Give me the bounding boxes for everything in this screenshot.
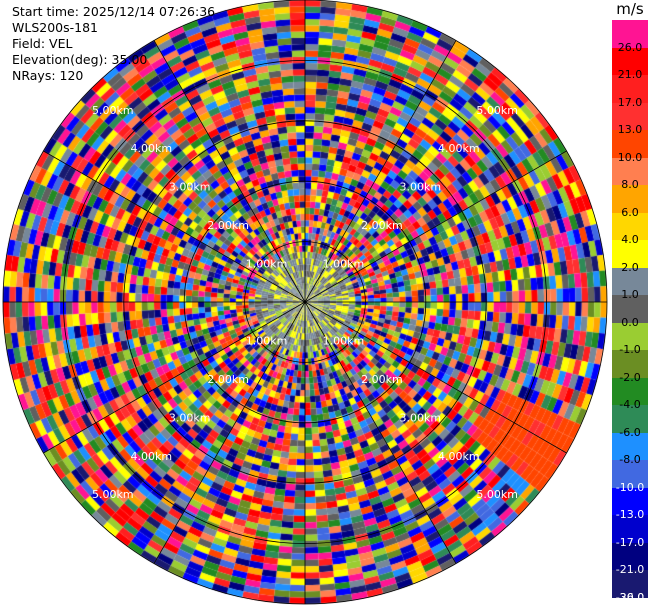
range-ring-label: 3.00km — [169, 411, 211, 424]
range-ring-label: 1.00km — [246, 258, 288, 271]
colorbar-segment — [612, 350, 648, 379]
range-ring-label: 1.00km — [323, 258, 365, 271]
colorbar-tick-label: -30.0 — [615, 591, 645, 604]
range-ring-label: 5.00km — [92, 104, 134, 117]
colorbar-unit: m/s — [616, 0, 644, 18]
azimuth-spoke — [153, 40, 306, 303]
range-ring-label: 1.00km — [246, 334, 288, 347]
range-ring — [244, 241, 366, 363]
colorbar-tick-label: -10.0 — [615, 480, 645, 494]
colorbar-segment — [612, 47, 648, 76]
colorbar-tick-label: -13.0 — [615, 508, 645, 522]
colorbar-tick-label: -1.0 — [619, 343, 641, 357]
colorbar-tick-label: 17.0 — [617, 95, 643, 109]
range-ring-label: 4.00km — [438, 142, 480, 155]
colorbar-segment — [612, 130, 648, 159]
azimuth-spoke — [304, 40, 457, 303]
azimuth-spoke — [304, 150, 567, 303]
colorbar-tick-label: 10.0 — [617, 150, 643, 164]
range-ring-label: 2.00km — [207, 373, 249, 386]
colorbar-tick-label: -6.0 — [619, 425, 641, 439]
colorbar-tick-label: 6.0 — [621, 205, 639, 219]
colorbar-tick-label: -2.0 — [619, 370, 641, 384]
colorbar-tick-label: 2.0 — [621, 260, 639, 274]
range-ring-label: 3.00km — [400, 181, 442, 194]
azimuth-spoke — [304, 301, 457, 564]
colorbar-tick-label: 4.0 — [621, 233, 639, 247]
azimuth-spoke — [43, 301, 306, 454]
colorbar-segment — [612, 542, 648, 571]
azimuth-spoke — [153, 301, 306, 564]
colorbar-tick-label: -17.0 — [615, 535, 645, 549]
colorbar-tick-label: -8.0 — [619, 453, 641, 467]
colorbar-segment — [612, 157, 648, 186]
colorbar-tick-label: 8.0 — [621, 178, 639, 192]
range-ring-label: 2.00km — [361, 219, 403, 232]
range-ring — [183, 180, 427, 424]
range-ring-label: 5.00km — [476, 488, 518, 501]
colorbar-segment — [612, 377, 648, 406]
colorbar-segment — [612, 570, 648, 599]
range-ring-label: 2.00km — [361, 373, 403, 386]
colorbar: m/s 26.0 21.0 17.0 13.0 10.0 8.0 6.0 4.0 2.0 1.0 0… — [610, 0, 650, 610]
range-ring-overlay: 1.00km 1.00km 1.00km 1.00km 2.00km 2.00km 2.00… — [2, 0, 608, 605]
range-ring — [2, 0, 608, 605]
range-ring — [123, 120, 487, 484]
colorbar-segment — [612, 432, 648, 461]
colorbar-segment — [612, 212, 648, 241]
range-ring — [62, 59, 548, 545]
azimuth-spoke — [304, 301, 567, 454]
colorbar-segment — [612, 267, 648, 296]
colorbar-tick-label: -26.0 — [615, 591, 645, 604]
range-ring-label: 4.00km — [130, 450, 172, 463]
colorbar-segment — [612, 75, 648, 104]
colorbar-segment — [612, 460, 648, 489]
colorbar-segment — [612, 295, 648, 324]
colorbar-tick-label: 21.0 — [617, 68, 643, 82]
range-ring-label: 5.00km — [92, 488, 134, 501]
range-ring-label: 4.00km — [438, 450, 480, 463]
colorbar-tick-label: 1.0 — [621, 288, 639, 302]
colorbar-tick-label: -4.0 — [619, 398, 641, 412]
colorbar-segment — [612, 322, 648, 351]
colorbar-tick-label: -21.0 — [615, 563, 645, 577]
colorbar-tick-label: 13.0 — [617, 123, 643, 137]
colorbar-segment — [612, 102, 648, 131]
range-ring-label: 3.00km — [400, 411, 442, 424]
colorbar-tick-label: 26.0 — [617, 40, 643, 54]
colorbar-segment — [612, 405, 648, 434]
colorbar-segment — [612, 185, 648, 214]
range-ring-label: 5.00km — [476, 104, 518, 117]
azimuth-spoke — [43, 150, 306, 303]
colorbar-segment — [612, 240, 648, 269]
colorbar-segment — [612, 20, 648, 49]
range-ring-label: 4.00km — [130, 142, 172, 155]
range-ring-label: 3.00km — [169, 181, 211, 194]
range-ring-label: 1.00km — [323, 334, 365, 347]
ppi-plot: 1.00km 1.00km 1.00km 1.00km 2.00km 2.00km 2.00… — [0, 0, 610, 610]
colorbar-segment — [612, 487, 648, 516]
colorbar-tick-label: 0.0 — [621, 315, 639, 329]
range-ring-label: 2.00km — [207, 219, 249, 232]
colorbar-segment — [612, 515, 648, 544]
